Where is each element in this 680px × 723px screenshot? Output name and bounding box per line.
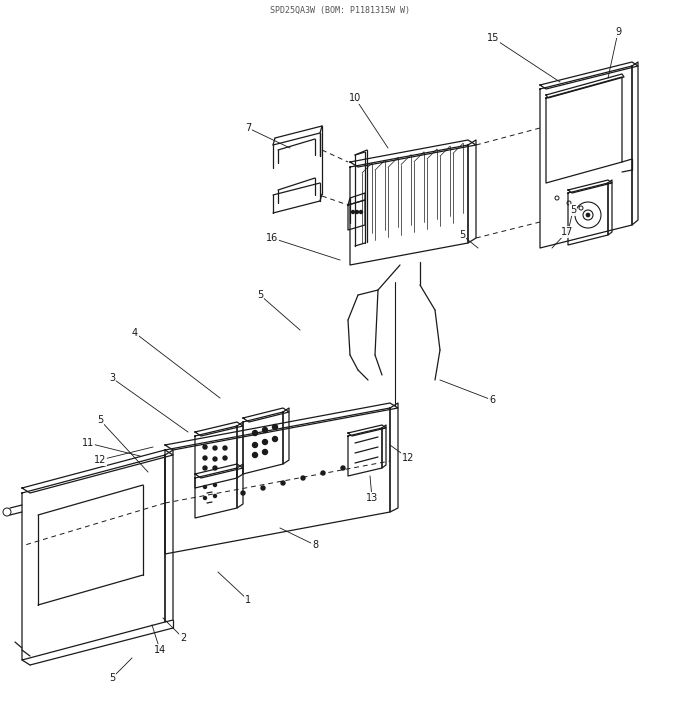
Circle shape (203, 456, 207, 460)
Circle shape (213, 457, 217, 461)
Circle shape (273, 424, 277, 429)
Circle shape (352, 210, 354, 213)
Circle shape (213, 446, 217, 450)
Circle shape (252, 430, 258, 435)
Circle shape (360, 210, 362, 213)
Text: 15: 15 (487, 33, 499, 43)
Text: 3: 3 (109, 373, 115, 383)
Circle shape (213, 466, 217, 470)
Text: 11: 11 (82, 438, 94, 448)
Circle shape (262, 450, 267, 455)
Circle shape (223, 446, 227, 450)
Circle shape (203, 466, 207, 470)
Text: 12: 12 (402, 453, 414, 463)
Text: SPD25QA3W (BOM: P1181315W W): SPD25QA3W (BOM: P1181315W W) (270, 6, 410, 15)
Circle shape (341, 466, 345, 470)
Text: 8: 8 (312, 540, 318, 550)
Circle shape (252, 442, 258, 448)
Text: 5: 5 (459, 230, 465, 240)
Text: 13: 13 (366, 493, 378, 503)
Circle shape (252, 453, 258, 458)
Circle shape (586, 213, 590, 217)
Text: 10: 10 (349, 93, 361, 103)
Circle shape (262, 427, 267, 432)
Text: 16: 16 (266, 233, 278, 243)
Text: 7: 7 (245, 123, 251, 133)
Text: 5: 5 (109, 673, 115, 683)
Text: 9: 9 (615, 27, 621, 37)
Text: 5: 5 (257, 290, 263, 300)
Circle shape (321, 471, 325, 475)
Circle shape (262, 440, 267, 445)
Circle shape (214, 495, 216, 497)
Circle shape (241, 491, 245, 495)
Circle shape (301, 476, 305, 480)
Circle shape (223, 456, 227, 460)
Circle shape (281, 481, 285, 485)
Circle shape (356, 210, 358, 213)
Circle shape (214, 484, 216, 487)
Circle shape (261, 486, 265, 490)
Text: 1: 1 (245, 595, 251, 605)
Text: 14: 14 (154, 645, 166, 655)
Text: 4: 4 (132, 328, 138, 338)
Text: 5: 5 (97, 415, 103, 425)
Circle shape (203, 486, 207, 489)
Text: 5: 5 (570, 205, 576, 215)
Circle shape (203, 445, 207, 449)
Circle shape (203, 497, 207, 500)
Text: 17: 17 (561, 227, 573, 237)
Text: 2: 2 (180, 633, 186, 643)
Circle shape (273, 437, 277, 442)
Text: 12: 12 (94, 455, 106, 465)
Text: 6: 6 (489, 395, 495, 405)
